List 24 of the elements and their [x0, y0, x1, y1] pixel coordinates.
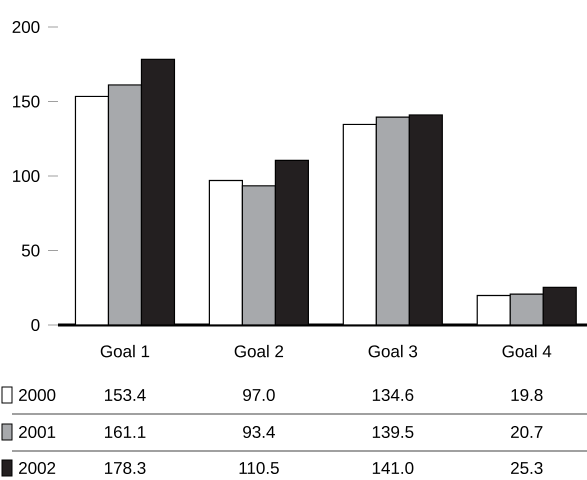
y-tick-label: 0 [31, 318, 40, 332]
data-label: 25.3 [511, 462, 543, 474]
y-tick-label: 150 [13, 95, 40, 108]
data-label: 141.0 [372, 462, 414, 474]
data-label: 97.0 [243, 388, 275, 402]
x-tick-label: Goal 2 [234, 344, 284, 358]
data-label: 20.7 [511, 426, 542, 438]
x-tick-label: Goal 1 [100, 344, 150, 358]
data-label: 110.5 [240, 462, 279, 474]
legend-label: 2000 [19, 388, 56, 402]
x-tick-label: Goal 4 [502, 344, 552, 358]
data-label: 93.4 [243, 426, 275, 438]
x-tick-label: Goal 3 [368, 344, 418, 358]
data-label: 139.5 [372, 426, 414, 438]
legend-label: 2001 [19, 426, 56, 438]
y-tick-label: 200 [12, 20, 40, 34]
y-tick-label: 100 [13, 170, 40, 182]
y-tick-label: 50 [22, 244, 40, 257]
data-label: 178.3 [104, 462, 146, 474]
data-label: 161.1 [104, 426, 146, 438]
legend-label: 2002 [19, 462, 56, 474]
data-label: 19.8 [511, 388, 543, 402]
data-label: 134.6 [372, 388, 414, 402]
data-label: 153.4 [104, 388, 146, 402]
